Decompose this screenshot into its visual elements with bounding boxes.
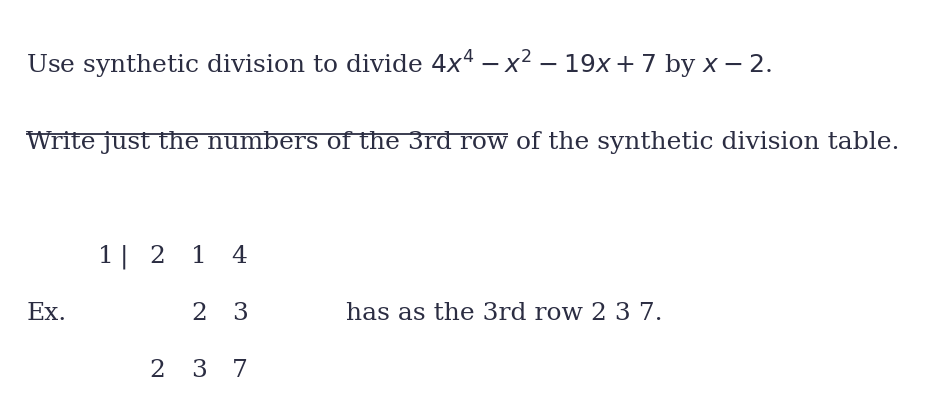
Text: 1: 1 bbox=[98, 245, 114, 268]
Text: 2: 2 bbox=[149, 245, 165, 268]
Text: 7: 7 bbox=[232, 359, 248, 382]
Text: Use synthetic division to divide $4x^4 - x^2 - 19x + 7$ by $x - 2$.: Use synthetic division to divide $4x^4 -… bbox=[26, 49, 771, 81]
Text: 3: 3 bbox=[191, 359, 207, 382]
Text: 1: 1 bbox=[191, 245, 207, 268]
Text: 3: 3 bbox=[232, 302, 248, 325]
Text: |: | bbox=[120, 245, 128, 269]
Text: 4: 4 bbox=[232, 245, 248, 268]
Text: Write just the numbers of the: Write just the numbers of the bbox=[26, 131, 408, 153]
Text: 2: 2 bbox=[149, 359, 165, 382]
Text: 2: 2 bbox=[191, 302, 207, 325]
Text: Ex.: Ex. bbox=[26, 302, 66, 325]
Text: has as the 3rd row 2 3 7.: has as the 3rd row 2 3 7. bbox=[346, 302, 662, 325]
Text: 3rd row: 3rd row bbox=[408, 131, 508, 153]
Text: of the synthetic division table.: of the synthetic division table. bbox=[508, 131, 899, 153]
